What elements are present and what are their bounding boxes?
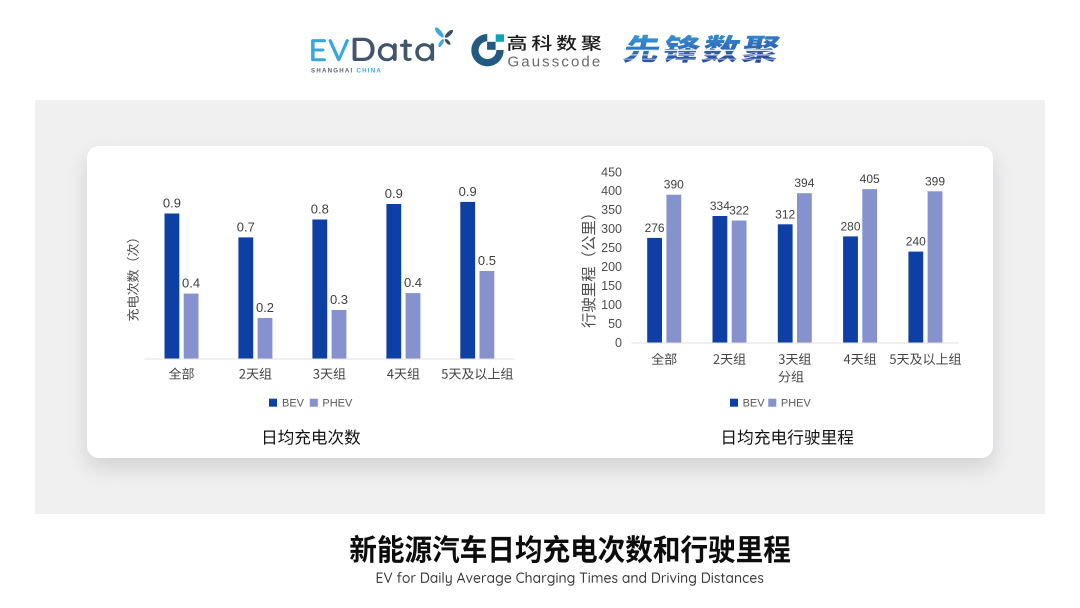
svg-text:350: 350 (601, 203, 622, 217)
svg-text:Gausscode: Gausscode (508, 53, 603, 70)
svg-text:0.9: 0.9 (459, 184, 477, 199)
svg-text:390: 390 (664, 178, 684, 192)
svg-text:SHANGHAI CHINA: SHANGHAI CHINA (311, 68, 382, 75)
svg-text:394: 394 (794, 176, 814, 190)
svg-text:334: 334 (710, 199, 730, 213)
svg-text:0: 0 (615, 336, 622, 350)
svg-text:240: 240 (906, 235, 926, 249)
svg-text:0.7: 0.7 (237, 219, 255, 234)
svg-text:0.8: 0.8 (311, 202, 329, 217)
svg-text:100: 100 (601, 298, 622, 312)
svg-text:50: 50 (608, 317, 622, 331)
svg-text:450: 450 (601, 165, 622, 179)
svg-text:405: 405 (860, 172, 880, 186)
svg-text:0.3: 0.3 (330, 292, 348, 307)
svg-text:200: 200 (601, 260, 622, 274)
svg-text:0.9: 0.9 (385, 186, 403, 201)
svg-text:BEV: BEV (743, 398, 766, 410)
svg-text:322: 322 (729, 204, 749, 218)
svg-text:399: 399 (925, 174, 945, 188)
svg-text:PHEV: PHEV (781, 398, 812, 410)
svg-text:150: 150 (601, 279, 622, 293)
svg-text:0.9: 0.9 (163, 196, 181, 211)
svg-text:312: 312 (775, 207, 795, 221)
svg-text:0.4: 0.4 (182, 276, 200, 291)
svg-text:0.4: 0.4 (404, 275, 422, 290)
svg-text:0.2: 0.2 (256, 300, 274, 315)
svg-text:300: 300 (601, 222, 622, 236)
svg-text:276: 276 (645, 221, 665, 235)
svg-text:250: 250 (601, 241, 622, 255)
svg-text:280: 280 (840, 219, 860, 233)
svg-text:400: 400 (601, 184, 622, 198)
svg-text:PHEV: PHEV (322, 398, 353, 410)
svg-text:0.5: 0.5 (478, 253, 496, 268)
svg-text:BEV: BEV (282, 398, 305, 410)
